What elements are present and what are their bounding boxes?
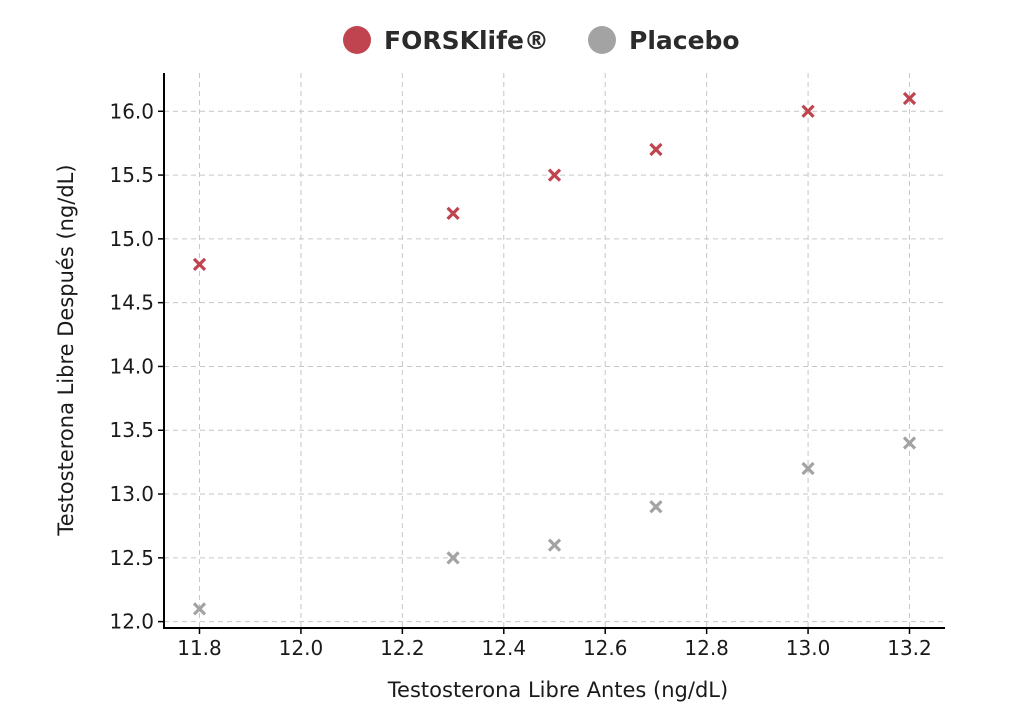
data-point — [801, 104, 815, 118]
legend-swatch — [343, 26, 371, 54]
x-tick-label: 12.0 — [279, 636, 324, 660]
data-point — [649, 142, 663, 157]
y-axis-title: Testosterona Libre Después (ng/dL) — [54, 164, 78, 536]
data-point — [547, 538, 562, 552]
y-tick-label: 16.0 — [109, 99, 154, 123]
marker-stroke — [547, 168, 562, 182]
marker-stroke — [649, 142, 663, 157]
y-tick-label: 13.0 — [109, 482, 154, 506]
y-tick-label: 12.5 — [109, 546, 154, 570]
x-tick-label: 12.4 — [482, 636, 527, 660]
data-point — [649, 500, 663, 514]
y-tick-label: 15.0 — [109, 227, 154, 251]
x-axis-title: Testosterona Libre Antes (ng/dL) — [387, 678, 728, 702]
data-point — [192, 602, 207, 616]
legend-item: FORSKlife® — [343, 26, 549, 55]
y-tick-label: 14.0 — [109, 354, 154, 378]
data-point — [801, 461, 815, 476]
marker-stroke — [192, 257, 207, 272]
y-tick-label: 12.0 — [109, 610, 154, 634]
y-tick-label: 14.5 — [109, 291, 154, 315]
y-tick-label: 15.5 — [109, 163, 154, 187]
y-tick-label: 13.5 — [109, 418, 154, 442]
x-tick-label: 13.0 — [786, 636, 831, 660]
data-point — [902, 91, 917, 106]
x-tick-label: 13.2 — [887, 636, 932, 660]
legend-label: Placebo — [629, 26, 740, 55]
data-point — [902, 436, 917, 450]
legend-item: Placebo — [588, 26, 740, 55]
x-tick-label: 12.8 — [684, 636, 729, 660]
marker-stroke — [801, 461, 815, 476]
legend: FORSKlife® Placebo — [343, 26, 740, 55]
marker-stroke — [902, 91, 917, 106]
data-point — [446, 551, 460, 565]
tick-labels: 11.8 12.0 12.2 12.4 12.6 12.8 13.0 13.2 12.0 12.5… — [109, 99, 931, 660]
x-tick-label: 12.2 — [380, 636, 425, 660]
x-tick-label: 12.6 — [583, 636, 628, 660]
x-tick-label: 11.8 — [177, 636, 222, 660]
data-point — [446, 206, 460, 220]
marker-stroke — [801, 104, 815, 118]
marker-stroke — [547, 538, 562, 552]
marker-stroke — [192, 602, 207, 616]
axes — [163, 73, 945, 629]
legend-swatch — [588, 26, 616, 54]
marker-stroke — [446, 206, 460, 220]
data-point — [547, 168, 562, 182]
data-points — [192, 91, 917, 616]
marker-stroke — [902, 436, 917, 450]
legend-label: FORSKlife® — [384, 26, 549, 55]
data-point — [192, 257, 207, 272]
marker-stroke — [649, 500, 663, 514]
marker-stroke — [446, 551, 460, 565]
